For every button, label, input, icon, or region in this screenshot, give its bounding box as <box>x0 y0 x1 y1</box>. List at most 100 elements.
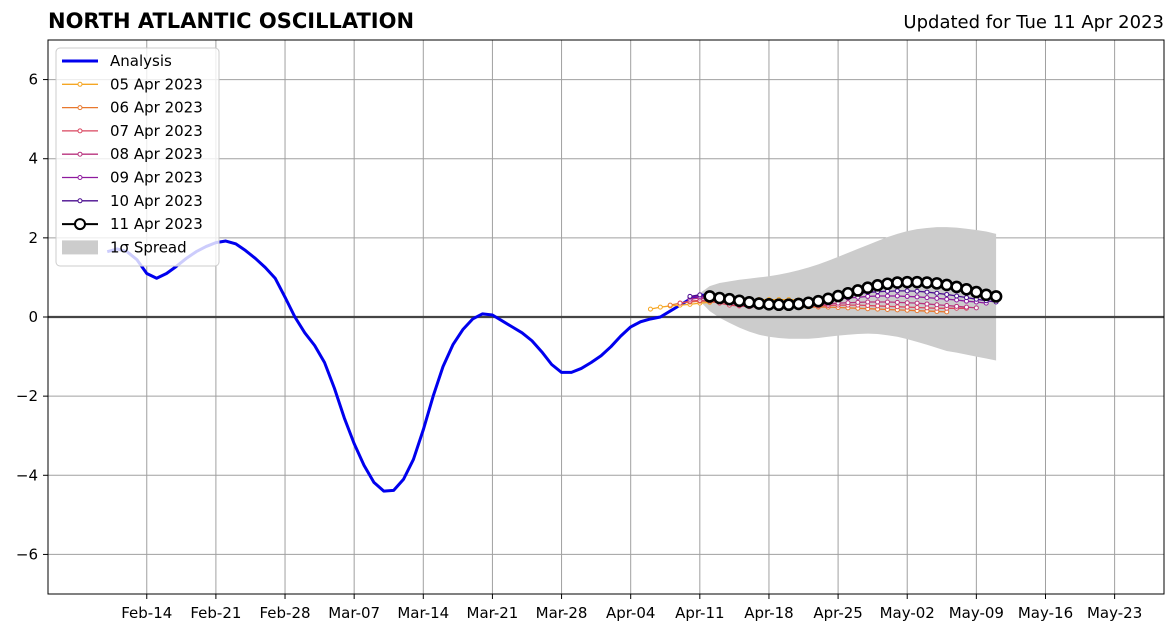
forecast-point <box>904 293 910 299</box>
y-tick-label: 0 <box>28 308 38 326</box>
forecast-point <box>875 299 881 305</box>
forecast-point <box>657 304 663 310</box>
forecast-point <box>772 298 786 312</box>
forecast-point <box>934 302 940 308</box>
forecast-point <box>865 299 871 305</box>
x-tick-label: Mar-28 <box>536 604 588 622</box>
legend-label-spread: 1σ Spread <box>110 238 187 256</box>
forecast-point <box>934 290 940 296</box>
forecast-point <box>924 295 930 301</box>
forecast-point <box>831 289 845 303</box>
y-tick-label: 4 <box>28 150 38 168</box>
legend-marker <box>77 81 83 87</box>
forecast-point <box>851 284 865 297</box>
legend-marker <box>77 151 83 157</box>
forecast-point <box>914 288 920 294</box>
series-layer <box>106 239 1003 493</box>
forecast-point <box>944 296 950 302</box>
forecast-point <box>703 290 716 303</box>
forecast-point <box>963 304 969 310</box>
legend-box <box>55 47 220 267</box>
x-tick-label: May-02 <box>880 604 935 622</box>
forecast-point <box>924 289 930 295</box>
forecast-point <box>979 288 993 302</box>
forecast-point <box>881 277 894 291</box>
forecast-point <box>891 276 904 289</box>
forecast-point <box>884 293 890 299</box>
forecast-point <box>914 294 920 300</box>
forecast-point <box>940 278 954 292</box>
forecast-point <box>802 296 815 310</box>
legend-label: 06 Apr 2023 <box>110 99 203 117</box>
forecast-point <box>762 298 776 311</box>
x-tick-label: Feb-28 <box>259 604 310 622</box>
x-tick-label: Mar-21 <box>467 604 519 622</box>
forecast-point <box>733 294 746 308</box>
y-tick-label: −6 <box>16 545 38 563</box>
x-tick-label: Mar-14 <box>397 604 449 622</box>
x-tick-label: Apr-18 <box>744 604 794 622</box>
forecast-point <box>713 291 726 305</box>
forecast-point <box>934 295 940 301</box>
forecast-point <box>782 298 796 312</box>
ticks: Feb-14 Feb-21 Feb-28 Mar-07 Mar-14 Mar-21 Mar-… <box>16 71 1142 622</box>
y-tick-label: 6 <box>28 71 38 89</box>
forecast-point <box>841 286 855 300</box>
forecast-point <box>910 275 924 289</box>
forecast-point <box>944 291 950 297</box>
forecast-point <box>871 279 884 292</box>
forecast-point <box>894 304 900 310</box>
forecast-point <box>865 293 871 299</box>
forecast-point <box>697 292 703 298</box>
forecast-point <box>904 300 910 306</box>
forecast-point <box>884 299 890 305</box>
forecast-point <box>687 293 693 299</box>
chart-title: NORTH ATLANTIC OSCILLATION <box>48 9 415 33</box>
forecast-point <box>894 288 900 294</box>
forecast-point <box>914 305 920 311</box>
forecast-point <box>742 296 756 309</box>
forecast-point <box>821 292 835 306</box>
forecast-point <box>894 299 900 305</box>
x-tick-label: Apr-04 <box>606 604 656 622</box>
x-tick-label: Feb-21 <box>190 604 241 622</box>
forecast-point <box>845 300 851 306</box>
y-tick-label: −2 <box>16 387 38 405</box>
forecast-point <box>954 297 960 303</box>
y-tick-label: 2 <box>28 229 38 247</box>
x-tick-label: Feb-14 <box>121 604 172 622</box>
legend-label: 05 Apr 2023 <box>110 75 203 93</box>
forecast-point <box>677 300 683 306</box>
forecast-point <box>954 303 960 309</box>
forecast-point <box>904 288 910 294</box>
x-tick-label: May-23 <box>1087 604 1142 622</box>
forecast-point <box>894 293 900 299</box>
legend-label: 08 Apr 2023 <box>110 145 203 163</box>
forecast-point <box>924 301 930 307</box>
x-tick-label: Apr-25 <box>813 604 863 622</box>
x-tick-label: May-09 <box>949 604 1004 622</box>
forecast-point <box>884 303 890 309</box>
forecast-point <box>861 281 875 295</box>
x-tick-label: May-16 <box>1018 604 1073 622</box>
legend-handle-spread <box>62 240 98 255</box>
forecast-point <box>855 299 861 305</box>
forecast-point <box>752 297 766 310</box>
forecast-point <box>989 290 1003 303</box>
forecast-point <box>960 282 973 296</box>
forecast-point <box>954 293 960 299</box>
forecast-point <box>920 276 934 289</box>
forecast-point <box>950 280 963 294</box>
forecast-point <box>875 293 881 299</box>
forecast-point <box>723 292 736 306</box>
legend-marker <box>77 198 83 204</box>
forecast-point <box>904 304 910 310</box>
y-tick-label: −4 <box>16 466 38 484</box>
forecast-point <box>792 297 805 311</box>
legend-marker <box>77 128 83 134</box>
legend: Analysis 05 Apr 2023 06 Apr 2023 07 Apr 202… <box>55 47 220 267</box>
updated-date: Updated for Tue 11 Apr 2023 <box>903 12 1164 33</box>
legend-label-analysis: Analysis <box>110 52 172 70</box>
forecast-series <box>703 275 1003 312</box>
